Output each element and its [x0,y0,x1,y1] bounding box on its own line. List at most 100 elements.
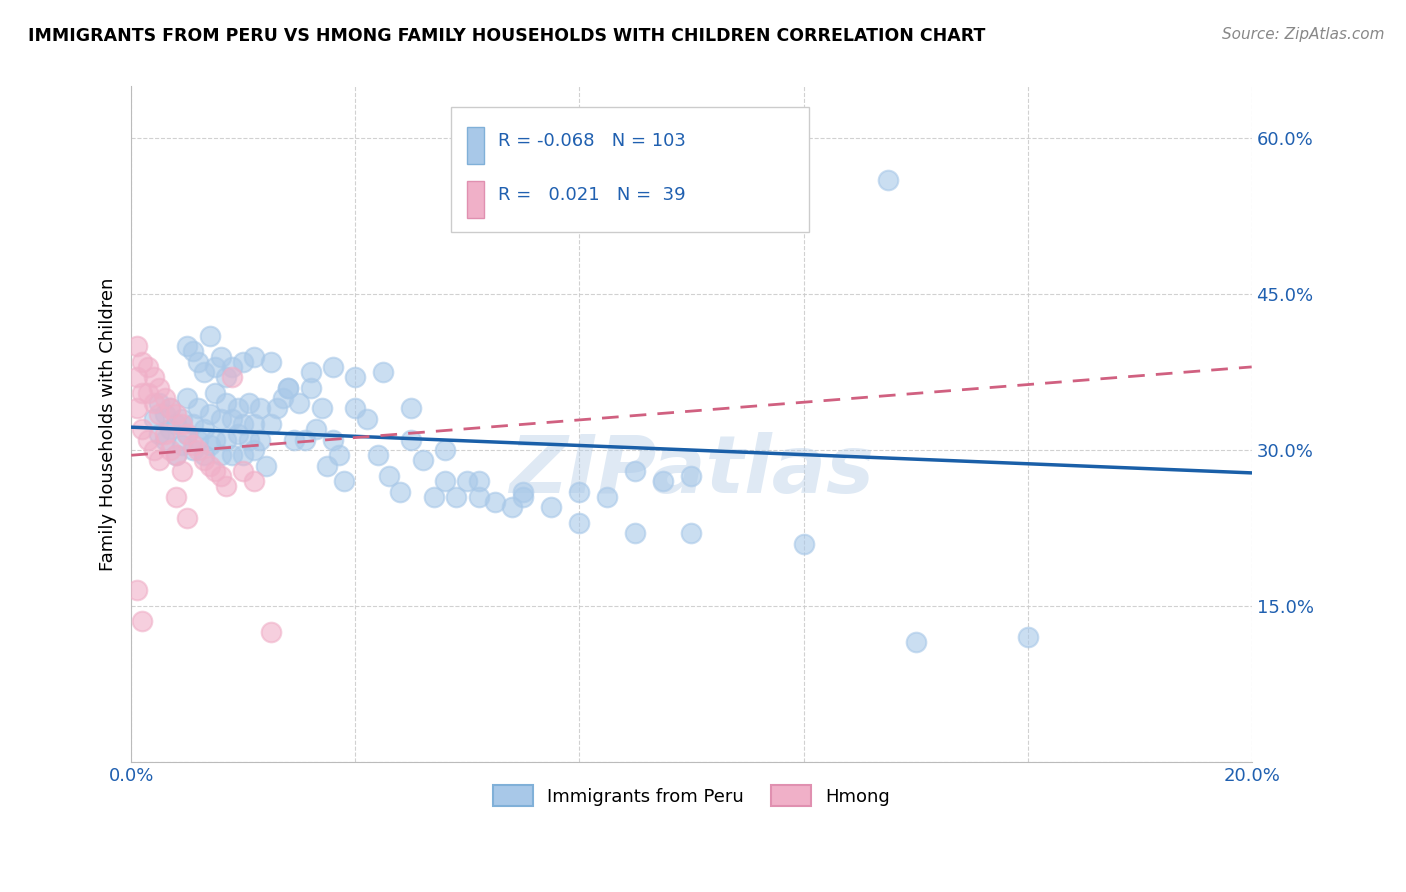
Point [389,484,412,499]
Point [501,500,523,515]
Point [681,469,703,483]
Point [401,433,423,447]
Point [125,339,148,353]
Point [243,474,266,488]
Point [232,417,254,431]
Point [187,401,209,416]
Point [456,474,478,488]
Point [170,417,193,431]
Point [198,328,221,343]
Point [209,469,232,483]
Point [433,474,456,488]
Point [176,339,198,353]
Point [176,427,198,442]
Point [170,412,193,426]
Point [165,448,187,462]
Text: R =   0.021   N =  39: R = 0.021 N = 39 [498,186,685,204]
Point [125,583,148,598]
Point [221,370,243,384]
Point [153,433,176,447]
Point [378,469,401,483]
Legend: Immigrants from Peru, Hmong: Immigrants from Peru, Hmong [486,778,897,814]
Point [193,453,215,467]
Point [193,448,215,462]
Point [136,385,159,400]
Point [125,401,148,416]
Point [423,490,446,504]
Point [142,396,165,410]
Point [226,427,249,442]
Point [125,370,148,384]
Y-axis label: Family Households with Children: Family Households with Children [100,277,117,571]
Point [243,417,266,431]
Point [142,443,165,458]
Point [512,490,534,504]
Point [232,464,254,478]
Point [260,624,283,639]
Point [221,412,243,426]
Point [187,443,209,458]
Point [624,464,647,478]
Point [148,381,170,395]
Point [209,412,232,426]
Point [159,443,181,458]
Point [238,433,260,447]
Point [356,412,378,426]
Point [159,422,181,436]
Point [373,365,395,379]
Point [232,448,254,462]
Point [243,443,266,458]
Point [176,510,198,524]
Point [204,385,226,400]
Point [266,401,288,416]
Point [159,401,181,416]
Point [412,453,434,467]
Point [344,370,367,384]
Point [316,458,339,473]
Point [444,490,467,504]
Point [277,381,299,395]
Point [876,173,898,187]
Point [299,381,322,395]
Point [204,359,226,374]
Point [243,350,266,364]
Point [209,350,232,364]
Point [165,407,187,421]
Point [260,417,283,431]
Point [226,401,249,416]
Point [792,536,814,550]
Point [193,422,215,436]
Point [148,396,170,410]
Point [333,474,356,488]
FancyBboxPatch shape [467,127,484,164]
Point [165,417,187,431]
Point [596,490,619,504]
Point [204,433,226,447]
Text: ZIPatlas: ZIPatlas [509,433,875,510]
Point [148,427,170,442]
Point [215,370,238,384]
Point [1017,630,1039,644]
Point [401,401,423,416]
Point [299,365,322,379]
Point [322,359,344,374]
Point [136,433,159,447]
Point [221,359,243,374]
Point [624,526,647,541]
Point [131,422,153,436]
Point [198,438,221,452]
Point [652,474,675,488]
Point [215,479,238,493]
Point [170,438,193,452]
Point [215,396,238,410]
Point [221,448,243,462]
Point [254,458,277,473]
Point [165,448,187,462]
Text: IMMIGRANTS FROM PERU VS HMONG FAMILY HOUSEHOLDS WITH CHILDREN CORRELATION CHART: IMMIGRANTS FROM PERU VS HMONG FAMILY HOU… [28,27,986,45]
Point [176,391,198,405]
Point [238,396,260,410]
Point [328,448,350,462]
Point [193,365,215,379]
Point [568,516,591,530]
Point [260,355,283,369]
